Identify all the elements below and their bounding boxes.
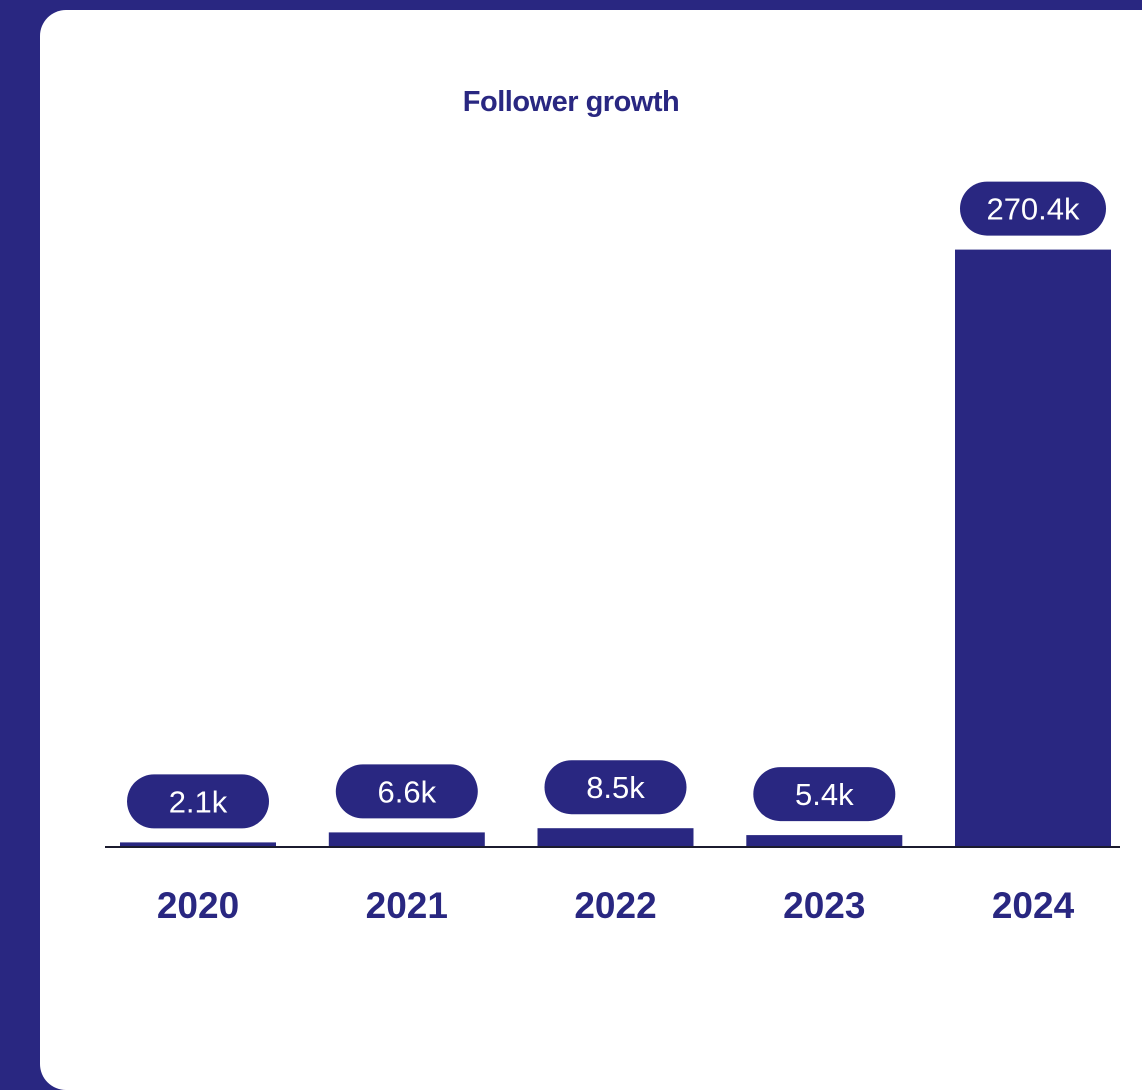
value-label-2021: 6.6k [377,774,436,809]
bar-2020 [120,842,276,847]
x-tick-label-2024: 2024 [992,885,1075,926]
bar-2021 [328,832,485,847]
value-label-2022: 8.5k [586,770,645,805]
chart-title: Follower growth [462,86,680,118]
value-label-pill-2020 [127,774,269,829]
bars-group [120,249,1111,848]
value-label-2020: 2.1k [169,784,228,819]
x-tick-labels-group: 2020 2021 2022 2023 2024 [157,885,1075,926]
bar-2022 [537,828,694,847]
bar-2023 [746,835,903,847]
x-tick-label-2022: 2022 [574,885,656,926]
value-label-2024: 270.4k [986,192,1080,227]
value-labels-group: 2.1k 6.6k 8.5k 5.4k 270.4k [127,181,1106,829]
bar-2024 [955,249,1111,848]
value-label-pill-2021 [335,764,478,819]
value-label-2023: 5.4k [795,777,854,812]
x-tick-label-2020: 2020 [157,885,239,926]
value-label-pill-2024 [960,181,1106,236]
x-tick-label-2023: 2023 [783,885,865,926]
value-label-pill-2023 [753,767,896,822]
x-tick-label-2021: 2021 [366,885,448,926]
value-label-pill-2022 [544,760,687,815]
